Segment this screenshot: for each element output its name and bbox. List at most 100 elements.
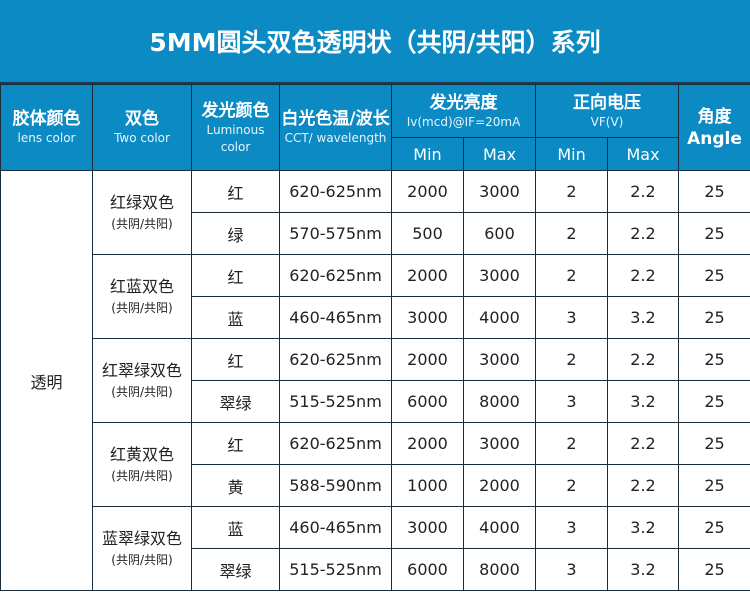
iv-max-cell: 8000 [462, 380, 537, 423]
header-wavelength: 白光色温/波长 CCT/ wavelength [279, 84, 392, 171]
wavelength-cell: 620-625nm [279, 254, 392, 297]
two-color-name: 红蓝双色 [109, 276, 174, 296]
two-color-cell: 红黄双色 (共阴/共阳) [92, 422, 192, 507]
iv-min-cell: 2000 [391, 338, 464, 381]
iv-max-cell: 4000 [462, 296, 537, 339]
two-color-note: (共阴/共阳) [111, 552, 173, 567]
header-luminous-intensity: 发光亮度 Iv(mcd)@IF=20mA [390, 84, 537, 138]
header-luminous-color: 发光颜色 Luminous color [191, 84, 280, 171]
header-lens-color: 胶体颜色 lens color [0, 84, 93, 171]
table-row: 绿 570-575nm 500 600 2 2.2 25 [1, 212, 750, 255]
iv-min-cell: 6000 [391, 548, 464, 591]
iv-max-cell: 3000 [462, 422, 537, 465]
iv-min-cell: 2000 [391, 422, 464, 465]
header-iv-max: Max [462, 137, 537, 171]
header-vf-max: Max [607, 137, 680, 171]
luminous-color-cell: 翠绿 [191, 380, 280, 423]
iv-max-cell: 600 [462, 212, 537, 255]
iv-min-cell: 3000 [391, 296, 464, 339]
iv-min-cell: 3000 [391, 506, 464, 549]
two-color-note: (共阴/共阳) [111, 468, 173, 483]
wavelength-cell: 460-465nm [279, 506, 392, 549]
wavelength-cell: 620-625nm [279, 422, 392, 465]
wavelength-cell: 588-590nm [279, 464, 392, 507]
two-color-name: 蓝翠绿双色 [101, 528, 182, 548]
vf-max-cell: 2.2 [607, 464, 680, 507]
header-forward-voltage: 正向电压 VF(V) [535, 84, 680, 138]
two-color-name: 红绿双色 [109, 192, 174, 212]
luminous-color-cell: 红 [191, 170, 280, 213]
luminous-color-cell: 翠绿 [191, 548, 280, 591]
header-iv-min: Min [391, 137, 464, 171]
iv-max-cell: 3000 [462, 170, 537, 213]
vf-max-cell: 2.2 [607, 338, 680, 381]
header-angle: 角度 Angle [678, 84, 750, 171]
angle-cell: 25 [678, 548, 750, 591]
wavelength-cell: 460-465nm [279, 296, 392, 339]
luminous-color-cell: 蓝 [191, 506, 280, 549]
vf-min-cell: 2 [535, 254, 609, 297]
vf-max-cell: 2.2 [607, 170, 680, 213]
vf-max-cell: 3.2 [607, 296, 680, 339]
angle-cell: 25 [678, 422, 750, 465]
iv-max-cell: 3000 [462, 254, 537, 297]
vf-max-cell: 3.2 [607, 380, 680, 423]
wavelength-cell: 515-525nm [279, 380, 392, 423]
two-color-cell: 蓝翠绿双色 (共阴/共阳) [92, 506, 192, 591]
vf-min-cell: 2 [535, 212, 609, 255]
table-row: 透明 红绿双色 (共阴/共阳) 红 620-625nm 2000 3000 2 2.2 25 [0, 170, 750, 591]
iv-min-cell: 2000 [391, 254, 464, 297]
table-row: 红翠绿双色 (共阴/共阳) 红 620-625nm 2000 3000 2 2.2 25 [1, 338, 750, 423]
two-color-name: 红黄双色 [109, 444, 174, 464]
luminous-color-cell: 红 [191, 254, 280, 297]
two-color-name: 红翠绿双色 [101, 360, 182, 380]
iv-max-cell: 3000 [462, 338, 537, 381]
table-row: 红黄双色 (共阴/共阳) 红 620-625nm 2000 3000 2 2.2 25 [1, 422, 750, 507]
vf-min-cell: 3 [535, 506, 609, 549]
vf-max-cell: 2.2 [607, 212, 680, 255]
luminous-color-cell: 绿 [191, 212, 280, 255]
iv-max-cell: 2000 [462, 464, 537, 507]
header-vf-min: Min [535, 137, 609, 171]
two-color-cell: 红翠绿双色 (共阴/共阳) [92, 338, 192, 423]
luminous-color-cell: 红 [191, 422, 280, 465]
iv-max-cell: 4000 [462, 506, 537, 549]
two-color-cell: 红绿双色 (共阴/共阳) [92, 170, 192, 255]
wavelength-cell: 515-525nm [279, 548, 392, 591]
angle-cell: 25 [678, 170, 750, 213]
table-row: 翠绿 515-525nm 6000 8000 3 3.2 25 [1, 548, 750, 591]
angle-cell: 25 [678, 506, 750, 549]
luminous-color-cell: 红 [191, 338, 280, 381]
vf-min-cell: 2 [535, 338, 609, 381]
two-color-note: (共阴/共阳) [111, 300, 173, 315]
two-color-note: (共阴/共阳) [111, 384, 173, 399]
vf-min-cell: 2 [535, 464, 609, 507]
angle-cell: 25 [678, 254, 750, 297]
iv-min-cell: 500 [391, 212, 464, 255]
table-row: 红蓝双色 (共阴/共阳) 红 620-625nm 2000 3000 2 2.2 25 [1, 254, 750, 339]
wavelength-cell: 620-625nm [279, 170, 392, 213]
iv-max-cell: 8000 [462, 548, 537, 591]
luminous-color-cell: 黄 [191, 464, 280, 507]
vf-max-cell: 3.2 [607, 506, 680, 549]
iv-min-cell: 2000 [391, 170, 464, 213]
vf-max-cell: 2.2 [607, 422, 680, 465]
vf-min-cell: 3 [535, 296, 609, 339]
header-two-color: 双色 Two color [92, 84, 192, 171]
table-row: 黄 588-590nm 1000 2000 2 2.2 25 [1, 464, 750, 507]
table-row: 蓝翠绿双色 (共阴/共阳) 蓝 460-465nm 3000 4000 3 3.2 25 [1, 506, 750, 591]
luminous-color-cell: 蓝 [191, 296, 280, 339]
vf-max-cell: 3.2 [607, 548, 680, 591]
spec-table: 胶体颜色 lens color 双色 Two color 发光颜色 Luminous … [0, 84, 750, 591]
vf-max-cell: 2.2 [607, 254, 680, 297]
two-color-cell: 红蓝双色 (共阴/共阳) [92, 254, 192, 339]
vf-min-cell: 3 [535, 548, 609, 591]
two-color-note: (共阴/共阳) [111, 216, 173, 231]
vf-min-cell: 3 [535, 380, 609, 423]
angle-cell: 25 [678, 212, 750, 255]
angle-cell: 25 [678, 296, 750, 339]
wavelength-cell: 570-575nm [279, 212, 392, 255]
angle-cell: 25 [678, 338, 750, 381]
table-row: 翠绿 515-525nm 6000 8000 3 3.2 25 [1, 380, 750, 423]
angle-cell: 25 [678, 380, 750, 423]
